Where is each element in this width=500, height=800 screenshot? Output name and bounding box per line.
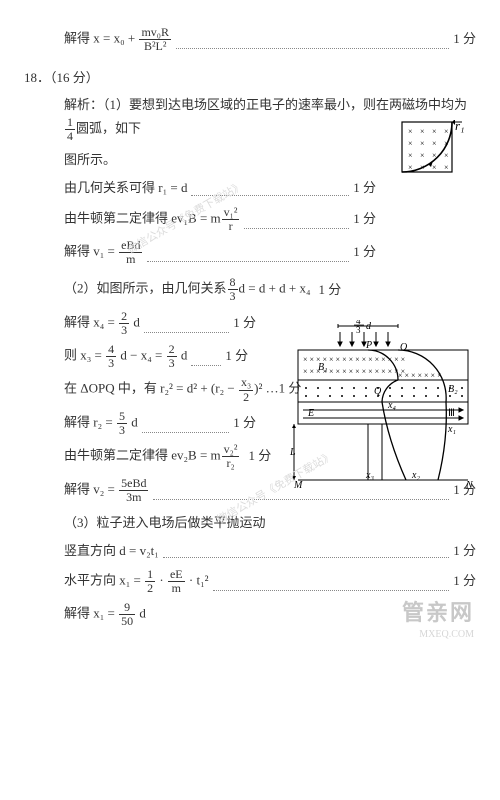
x1-text: 解得 x₁ = 950 d bbox=[64, 601, 146, 628]
figure-1: ×××× ×××× ×××× ×××× r₁ d bbox=[400, 120, 470, 190]
svg-text:O: O bbox=[400, 342, 407, 353]
brand-sub: MXEQ.COM bbox=[419, 627, 474, 643]
q18-number: 18．（16 分） bbox=[24, 68, 99, 89]
score-1: 1 分 bbox=[319, 280, 342, 301]
figure-2: 4 3 d × × × × × × × × × × × × × × × × × … bbox=[288, 320, 478, 490]
svg-text:L: L bbox=[289, 447, 296, 458]
score-1: 1 分 bbox=[353, 178, 376, 199]
line-v1: 解得 v₁ = eBdm 1 分 bbox=[24, 239, 476, 266]
v1-text: 解得 v₁ = eBdm bbox=[64, 239, 143, 266]
leader-dots bbox=[153, 498, 449, 500]
svg-text:×: × bbox=[432, 163, 437, 172]
x4-text: 解得 x₄ = 23 d bbox=[64, 310, 140, 337]
svg-text:3: 3 bbox=[356, 325, 361, 335]
svg-text:×: × bbox=[444, 127, 449, 136]
top-prefix: 解得 x = x₀ + bbox=[64, 31, 138, 46]
geo-r1-text: 由几何关系可得 r₁ = d bbox=[64, 178, 187, 199]
svg-text:N: N bbox=[465, 480, 474, 490]
p1-text-b: 圆弧，如下 bbox=[76, 121, 141, 136]
top-score: 1 分 bbox=[453, 29, 476, 50]
svg-text:×: × bbox=[420, 127, 425, 136]
v2-text: 解得 v₂ = 5eBd3m bbox=[64, 477, 149, 504]
score-1: 1 分 bbox=[233, 413, 256, 434]
svg-text:E: E bbox=[307, 408, 314, 419]
svg-text:x₂: x₂ bbox=[411, 470, 420, 481]
svg-text:M: M bbox=[293, 480, 303, 490]
leader-dots bbox=[191, 364, 221, 366]
svg-text:×: × bbox=[408, 127, 413, 136]
svg-text:×: × bbox=[432, 139, 437, 148]
newton2-text: 由牛顿第二定律得 ev₂B = mv₂²r₂ bbox=[64, 443, 240, 470]
svg-text:P: P bbox=[365, 340, 372, 351]
q18-header-line: 18．（16 分） bbox=[24, 67, 476, 89]
svg-text:x₁: x₁ bbox=[447, 424, 456, 435]
leader-dots bbox=[142, 431, 230, 433]
leader-dots bbox=[191, 194, 349, 196]
top-result-text: 解得 x = x₀ + mv₀RB²L² bbox=[64, 26, 172, 53]
score-1: 1 分 bbox=[353, 242, 376, 263]
score-1: 1 分 bbox=[233, 313, 256, 334]
top-result-line: 解得 x = x₀ + mv₀RB²L² 1 分 bbox=[24, 26, 476, 53]
svg-text:×: × bbox=[408, 139, 413, 148]
p1-frac: 14 bbox=[65, 116, 75, 143]
svg-text:B₁: B₁ bbox=[318, 362, 328, 373]
x3-text: 则 x₃ = 43 d − x₄ = 23 d bbox=[64, 343, 187, 370]
svg-text:Ⅲ: Ⅲ bbox=[448, 408, 455, 419]
part2-text: （2）如图所示，由几何关系83d = d + d + x₄ bbox=[64, 276, 311, 303]
score-1: 1 分 bbox=[453, 571, 476, 592]
svg-text:×: × bbox=[408, 151, 413, 160]
leader-dots bbox=[244, 227, 349, 229]
line-part3: （3）粒子进入电场后做类平抛运动 bbox=[24, 512, 476, 534]
score-1: 1 分 bbox=[248, 446, 271, 467]
svg-text:×: × bbox=[432, 127, 437, 136]
svg-text:x₃: x₃ bbox=[365, 470, 374, 481]
opq-text: 在 ΔOPQ 中，有 r₂² = d² + (r₂ − x₃2)² …1 分 bbox=[64, 376, 301, 403]
svg-text:× × × × × × ×: × × × × × × × bbox=[398, 371, 442, 380]
svg-text:×: × bbox=[444, 163, 449, 172]
line-part2: （2）如图所示，由几何关系83d = d + d + x₄ 1 分 bbox=[24, 276, 476, 303]
top-frac: mv₀RB²L² bbox=[139, 26, 171, 53]
vertical-text: 竖直方向 d = v₂t₁ bbox=[64, 541, 159, 562]
svg-text:B₂: B₂ bbox=[448, 384, 458, 395]
score-1: 1 分 bbox=[353, 209, 376, 230]
line-newton1: 由牛顿第二定律得 ev₁B = mv₁²r 1 分 bbox=[24, 206, 476, 233]
r2-text: 解得 r₂ = 53 d bbox=[64, 410, 138, 437]
line-horizontal: 水平方向 x₁ = 12 · eEm · t₁² 1 分 bbox=[24, 568, 476, 595]
score-1: 1 分 bbox=[225, 346, 248, 367]
p1-text-c: 图所示。 bbox=[64, 150, 116, 171]
horizontal-text: 水平方向 x₁ = 12 · eEm · t₁² bbox=[64, 568, 209, 595]
leader-dots bbox=[163, 556, 449, 558]
svg-text:×: × bbox=[420, 139, 425, 148]
newton1-text: 由牛顿第二定律得 ev₁B = mv₁²r bbox=[64, 206, 240, 233]
leader-dots bbox=[213, 589, 450, 591]
svg-text:×: × bbox=[420, 151, 425, 160]
line-vertical: 竖直方向 d = v₂t₁ 1 分 bbox=[24, 540, 476, 562]
line-x1: 解得 x₁ = 950 d bbox=[24, 601, 476, 628]
score-1: 1 分 bbox=[453, 541, 476, 562]
leader-dots bbox=[144, 331, 229, 333]
leader-dots bbox=[176, 47, 449, 49]
p1-text-a: 解析：（1）要想到达电场区域的正电子的速率最小，则在两磁场中均为 bbox=[64, 97, 467, 112]
svg-text:Q: Q bbox=[374, 386, 382, 397]
svg-text:×: × bbox=[444, 151, 449, 160]
leader-dots bbox=[147, 260, 349, 262]
p3-text: （3）粒子进入电场后做类平抛运动 bbox=[64, 513, 266, 534]
svg-text:x₄: x₄ bbox=[387, 400, 396, 411]
